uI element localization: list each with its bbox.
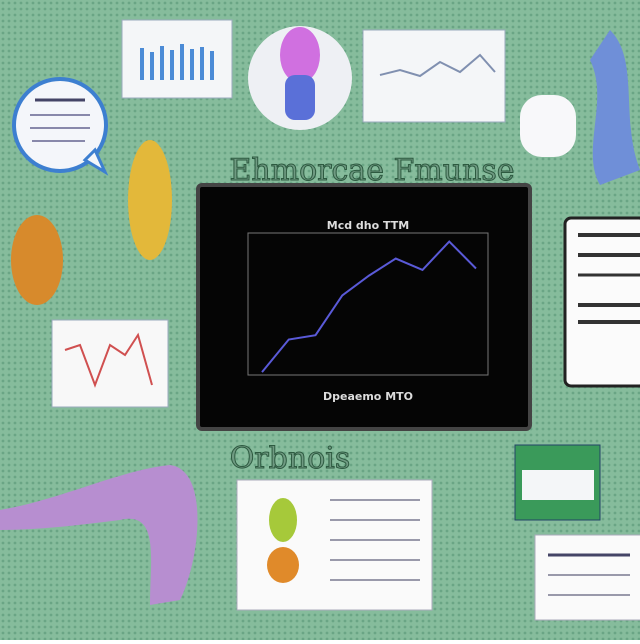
chart-title: Mcd dho TTM [327,219,409,232]
speech-bubble [12,77,109,176]
document-bottom-right [534,534,640,621]
subheading: Orbnois [230,441,351,476]
purple-shape [0,465,198,605]
headline: Ehmorcae Fmunse [229,153,514,188]
x-axis-label: Dpeaemo MTO [323,390,413,403]
document-right [563,216,640,388]
line-card [362,29,506,123]
small-card [520,95,576,157]
small-line-card [51,319,169,408]
purple-figure [248,26,352,130]
bar-card [121,19,233,99]
chart-panel [196,183,532,431]
plot-frame [247,232,489,376]
blue-shape [590,30,640,185]
document-bottom [236,479,433,611]
green-card [514,444,601,521]
plot [261,240,477,373]
yellow-figure [128,140,172,260]
orange-figure [11,215,63,305]
line [261,240,477,373]
